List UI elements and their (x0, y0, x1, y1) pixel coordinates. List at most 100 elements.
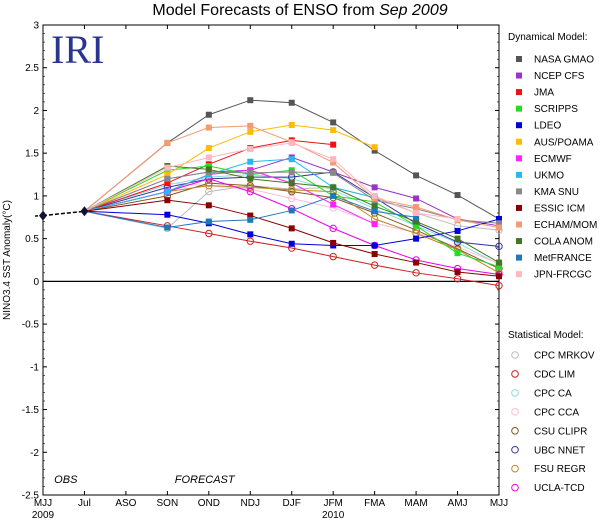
y-tick-label: -1 (30, 362, 39, 373)
series-point (454, 235, 461, 242)
iri-logo: IRI (51, 27, 104, 72)
series-point (288, 168, 295, 175)
series-line (84, 210, 500, 287)
series-point (288, 99, 295, 106)
series-point (330, 169, 337, 176)
series-point (247, 145, 254, 152)
legend-label: CPC MRKOV (534, 351, 595, 362)
series-point (288, 180, 295, 187)
series-point (247, 216, 254, 223)
series-line (84, 171, 500, 224)
legend-marker (516, 204, 522, 211)
series-point (164, 197, 171, 204)
y-tick-label: 1.5 (25, 149, 39, 160)
series-point (205, 145, 212, 152)
series-point (371, 208, 378, 215)
y-tick-label: 1 (33, 191, 39, 202)
series-point (205, 124, 212, 131)
y-tick-label: 0 (33, 277, 39, 288)
series-point (164, 171, 171, 178)
series-point (413, 214, 420, 221)
legend-marker (511, 351, 519, 359)
legend-marker (516, 105, 522, 112)
series-point (454, 215, 461, 222)
dynamical-series (84, 97, 502, 280)
series-point (413, 259, 420, 266)
x-tick-label: MJJ (490, 498, 508, 509)
series-point (371, 192, 378, 199)
series-point (205, 202, 212, 209)
x-tick-label: SON (157, 498, 179, 509)
series-point (496, 263, 502, 270)
series-point (495, 281, 503, 290)
legend-marker (511, 427, 519, 435)
x-tick-label: JFM (323, 498, 342, 509)
legend-marker (516, 271, 522, 278)
legend-marker (516, 155, 522, 162)
annotation: OBS (54, 474, 78, 486)
series-point (205, 154, 212, 161)
series-point (496, 259, 502, 266)
series-point (371, 203, 378, 210)
legend-label: CPC CCA (534, 407, 579, 418)
legend-marker (516, 171, 522, 178)
series-point (330, 159, 337, 166)
y-axis-label: NINO3.4 SST Anomaly(°C) (2, 200, 13, 320)
legend-label: JMA (534, 88, 554, 99)
series-point (413, 204, 420, 211)
chart-title-main: Model Forecasts of ENSO from (152, 2, 379, 19)
series-point (413, 218, 420, 225)
series-point (371, 251, 378, 258)
series-point (247, 175, 254, 182)
series-point (371, 221, 378, 228)
series-point (371, 144, 378, 151)
series-point (329, 224, 337, 233)
series-point (288, 240, 295, 247)
series-point (247, 97, 254, 104)
series-point (205, 166, 212, 173)
legend-label: CSU CLIPR (534, 426, 587, 437)
x-tick-label: FMA (364, 498, 385, 509)
series-line (84, 139, 334, 212)
legend-label: MetFRANCE (534, 253, 592, 264)
series-line (84, 199, 500, 277)
series-point (164, 188, 171, 195)
series-line (84, 99, 500, 220)
obs-line (42, 210, 85, 217)
series-point (330, 119, 337, 126)
legend-marker (516, 238, 522, 245)
series-point (454, 227, 461, 234)
legend-marker (516, 188, 522, 195)
legend-marker (516, 72, 522, 79)
series-point (164, 175, 171, 182)
legend-label: UCLA-TCD (534, 483, 585, 494)
series-point (288, 121, 295, 128)
series-point (330, 156, 337, 163)
chart-title: Model Forecasts of ENSO from Sep 2009 (152, 2, 447, 19)
legend-label: COLA ANOM (534, 237, 593, 248)
series-point (247, 231, 254, 238)
legend-label: JPN-FRCGC (534, 270, 592, 281)
series-point (205, 218, 212, 225)
series-line (84, 178, 500, 276)
series-line (84, 185, 500, 231)
series-point (246, 183, 254, 192)
series-point (413, 172, 420, 179)
legend-dynamical-title: Dynamical Model: (508, 32, 587, 43)
legend-statistical-title: Statistical Model: (508, 330, 584, 341)
series-point (164, 164, 171, 171)
series-point (330, 239, 337, 246)
series-point (164, 139, 171, 146)
series-point (164, 180, 171, 187)
series-point (246, 187, 254, 196)
legend-label: NASA GMAO (534, 55, 594, 66)
series-point (495, 242, 503, 251)
obs-point (39, 210, 47, 221)
series-point (330, 184, 337, 191)
legend-marker (511, 389, 519, 397)
series-point (413, 210, 420, 216)
x-tick-label: OND (198, 498, 220, 509)
year-label: 2009 (32, 510, 55, 520)
series-point (247, 128, 254, 135)
series-point (413, 235, 420, 242)
